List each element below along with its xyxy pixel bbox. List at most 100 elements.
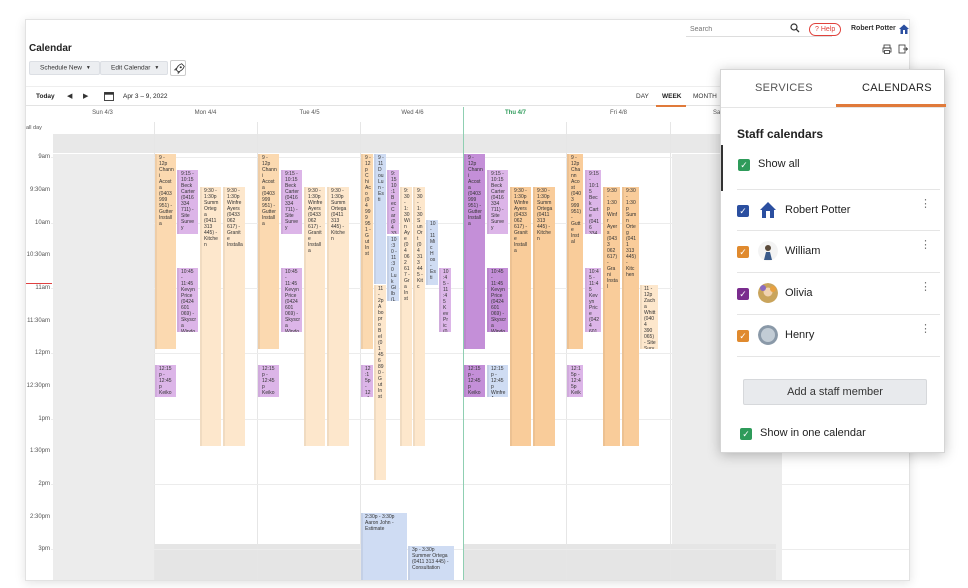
calendar-event[interactable]: 9 - 12p Channi Acosta (0403 999 951) - G… [155, 154, 176, 349]
calendar-event[interactable]: 10:45 - 11:45 Kevyn Price (0424 601 069) [585, 268, 601, 332]
staff-row-robert[interactable]: ✓ Robert Potter ⋮ [737, 189, 940, 231]
calendar-event[interactable]: 9:30 - 1:30p Winfre Ayers (0433 062 617)… [510, 187, 531, 446]
calendar-event[interactable]: 9:30 - 1:30p Summ Ortega (0411 313 445) … [327, 187, 349, 446]
day-header: Fri 4/8 [609, 110, 627, 116]
show-one-calendar-checkbox[interactable]: ✓ [740, 428, 752, 440]
calendar-event[interactable]: 9:30 - 1:30p Winfre Ayers (0433 062 617)… [223, 187, 245, 446]
calendar-event[interactable]: 9 - 12p Chi Aco (04 999 951 - Gut Inst [361, 154, 373, 349]
calendar-event[interactable]: 9:30 - 1:30p Winfr Ayers (0433 062 617) … [603, 187, 620, 446]
calendar-event[interactable]: 10:45 - 11:45 Kevyn Price (0424 601 069)… [487, 268, 508, 332]
view-week-tab[interactable]: WEEK [662, 93, 682, 100]
day-header: Wed 4/6 [401, 110, 424, 116]
staff-checkbox[interactable]: ✓ [737, 330, 749, 342]
calendar-event[interactable]: 10:45 - 11:45 Kevyn Price (0424 601 069)… [281, 268, 302, 332]
calendar-event[interactable]: 9:30 - 1:30p Sumn Orteg (0411 313 445) -… [622, 187, 639, 446]
active-view-indicator [656, 105, 686, 107]
calendar-event[interactable]: 9 - 12p Channi Acosta (0403 999 951) - G… [464, 154, 485, 349]
calendar-event[interactable]: 9 - 12p Chann Acost (0403 999 951) - Gut… [567, 154, 583, 349]
calendar-event[interactable]: 12:15p - 12:45p Kei [361, 365, 373, 397]
calendar-event[interactable]: 11 - 12p Zacha Whitt (0404 390 065) - Si… [640, 285, 658, 349]
house-user-icon[interactable] [898, 23, 910, 35]
staff-row-william[interactable]: ✓ William ⋮ [737, 231, 940, 273]
rocket-button[interactable] [170, 60, 186, 76]
more-options-icon[interactable]: ⋮ [920, 198, 931, 210]
staff-checkbox[interactable]: ✓ [737, 288, 749, 300]
edit-calendar-button[interactable]: Edit Calendar ▼ [100, 61, 169, 75]
time-label: 1:30pm [29, 448, 50, 454]
after-hours-shade [464, 544, 776, 580]
view-month-tab[interactable]: MONTH [693, 93, 717, 100]
search-input[interactable] [686, 23, 832, 37]
calendar-event[interactable]: 12:15p - 12:45p Keiko [258, 365, 279, 397]
calendar-event[interactable]: 9:30 - 1:30 Win Aye (04 062 617 - Gra In… [400, 187, 412, 446]
export-icon[interactable] [898, 44, 908, 54]
calendar-event[interactable]: 12:15p - 12:45p Keiko [464, 365, 485, 397]
calendar-event[interactable]: 10 - 11 Mic Hos - Esti [426, 220, 438, 285]
day-divider [257, 122, 258, 580]
calendar-icon[interactable] [104, 91, 114, 101]
page-title: Calendar [29, 43, 72, 54]
calendar-event[interactable]: 9:15 10:1 Bec Car (04 334 711 - Site Sur… [387, 170, 399, 234]
staff-name: William [785, 245, 821, 257]
calendar-event[interactable]: 12:15p - 12:45p Keiko [155, 365, 176, 397]
time-label: 12:30pm [26, 383, 50, 389]
staff-row-olivia[interactable]: ✓ Olivia ⋮ [737, 273, 940, 315]
calendar-event[interactable]: 10:45 - 11:45 Kevyn Price (0424 601 069)… [177, 268, 198, 332]
calendar-event[interactable]: 9:15 - 10:15 Beck Carte (0416 334 711) -… [585, 170, 601, 234]
more-options-icon[interactable]: ⋮ [920, 323, 931, 335]
calendar-event[interactable]: 10:45 - 11:45 Kev Pric (04 601 069 [439, 268, 451, 332]
calendar-event[interactable]: 9:30 - 1:30p Summ Ortega (0411 313 445) … [533, 187, 555, 446]
show-all-checkbox[interactable]: ✓ [738, 159, 750, 171]
calendar-event[interactable]: 9:30 - 1:30p Summ Ortega (0411 313 445) … [200, 187, 221, 446]
calendar-nav: Today ◀ ▶ Apr 3 – 9, 2022 DAY WEEK MONTH [26, 86, 909, 107]
time-label: 11am [35, 285, 50, 291]
hour-line [51, 419, 909, 420]
schedule-new-button[interactable]: Schedule New ▼ [29, 61, 100, 75]
day-header-today: Thu 4/7 [504, 110, 526, 116]
hour-line [51, 353, 909, 354]
calendar-event[interactable]: 10:30 - 11:30 Luk Gilb (Lu Gilb (del [387, 236, 399, 301]
next-arrow-icon[interactable]: ▶ [83, 93, 89, 100]
staff-checkbox[interactable]: ✓ [737, 246, 749, 258]
today-button[interactable]: Today [36, 93, 55, 100]
calendar-event[interactable]: 3p - 3:30p Summer Ortega (0411 313 445) … [408, 546, 454, 580]
time-label: 9:30am [29, 187, 50, 193]
calendar-event[interactable]: 11 - 2p Abo pro Bel (01 456 890 - Gut In… [374, 285, 386, 480]
calendar-event[interactable]: 9:15 - 10:15 Beck Carter (0416 334 711) … [487, 170, 508, 234]
day-header: Mon 4/4 [194, 110, 217, 116]
calendar-event[interactable]: 2:30p - 3:30p Aaron John - Estimate [361, 513, 407, 580]
day-divider [566, 122, 567, 580]
calendar-event[interactable]: 9:30 - 1:30 Sun Ort (04 313 445 - Kitc [413, 187, 425, 446]
show-all-label: Show all [758, 158, 800, 170]
allday-row[interactable] [53, 134, 776, 153]
panel-tabs: SERVICES CALENDARS [721, 70, 946, 108]
more-options-icon[interactable]: ⋮ [920, 281, 931, 293]
add-staff-button[interactable]: Add a staff member [743, 379, 927, 405]
calendar-event[interactable]: 12:15p - 12:45p Winfre Ayers [487, 365, 508, 397]
search-icon[interactable] [790, 23, 800, 33]
calendar-event[interactable]: 9:15 - 10:15 Beck Carter (0416 334 711) … [281, 170, 302, 234]
edit-calendar-label: Edit Calendar [111, 64, 151, 72]
tab-calendars[interactable]: CALENDARS [862, 82, 932, 94]
calendar-event[interactable]: 12:15p - 12:45p Keiko [567, 365, 583, 397]
time-label: 1pm [38, 416, 50, 422]
prev-arrow-icon[interactable]: ◀ [67, 93, 73, 100]
calendar-event[interactable]: 9:30 - 1:30p Winfre Ayers (0433 062 617)… [304, 187, 325, 446]
avatar [758, 325, 778, 345]
calendar-event[interactable]: 9 - 11 Dou Lun - Esti [374, 154, 386, 284]
more-options-icon[interactable]: ⋮ [920, 239, 931, 251]
print-icon[interactable] [882, 44, 892, 54]
help-button[interactable]: ? Help [809, 23, 842, 36]
time-label: 2pm [38, 481, 50, 487]
sunday-column[interactable] [53, 154, 155, 580]
tab-services[interactable]: SERVICES [755, 82, 813, 94]
hour-line [51, 549, 909, 550]
staff-checkbox[interactable]: ✓ [737, 205, 749, 217]
staff-row-henry[interactable]: ✓ Henry ⋮ [737, 315, 940, 357]
user-name[interactable]: Robert Potter [851, 25, 896, 32]
time-label: 10:30am [26, 252, 50, 258]
calendar-event[interactable]: 9 - 12p Channi Acosta (0403 999 951) - G… [258, 154, 279, 349]
view-day-tab[interactable]: DAY [636, 93, 649, 100]
time-label: 3pm [38, 546, 50, 552]
calendar-event[interactable]: 9:15 - 10:15 Beck Carter (0416 334 711) … [177, 170, 198, 234]
